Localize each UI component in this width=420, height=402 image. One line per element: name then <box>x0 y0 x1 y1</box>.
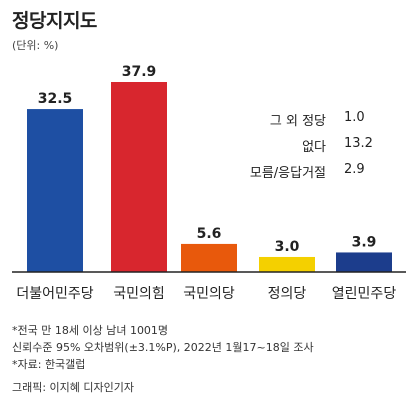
other-response-value: 13.2 <box>344 136 373 151</box>
chart-title: 정당지지도 <box>12 10 97 32</box>
other-response-row: 그 외 정당 1.0 <box>226 110 378 136</box>
graphic-credit: 그래픽: 이지혜 디자인기자 <box>12 381 135 394</box>
bar-value-label: 3.0 <box>275 239 300 255</box>
other-response-label: 모름/응답거절 <box>249 166 326 181</box>
footnote-survey: *전국 만 18세 이상 남녀 1001명 <box>12 324 169 337</box>
category-label: 국민의힘 <box>113 286 165 302</box>
other-response-value: 1.0 <box>344 110 365 125</box>
category-label: 국민의당 <box>183 286 235 302</box>
footnote-source: *자료: 한국갤럽 <box>12 358 86 371</box>
other-response-row: 모름/응답거절 2.9 <box>226 162 378 188</box>
bars-group: 32.5 더불어민주당 37.9 국민의힘 5.6 국민의당 3.0 정의당 3.9 열린민주당 <box>16 64 396 302</box>
other-response-label: 그 외 정당 <box>269 114 326 129</box>
bar-3 <box>181 243 237 272</box>
other-response-value: 2.9 <box>344 162 365 177</box>
bar-4 <box>259 256 315 272</box>
other-responses-table: 그 외 정당 1.0 없다 13.2 모름/응답거절 2.9 <box>226 110 378 188</box>
other-response-row: 없다 13.2 <box>226 136 378 162</box>
unit-label: (단위: %) <box>12 39 59 52</box>
category-label: 정의당 <box>268 286 307 302</box>
bar-1 <box>27 109 83 272</box>
bar-value-label: 3.9 <box>352 234 377 250</box>
bar-2 <box>111 82 167 272</box>
footnote-margin: 신뢰수준 95% 오차범위(±3.1%P), 2022년 1월17~18일 조사 <box>12 341 314 354</box>
bar-value-label: 37.9 <box>122 64 157 80</box>
category-label: 더불어민주당 <box>16 286 93 302</box>
other-response-label: 없다 <box>302 140 326 155</box>
bar-5 <box>336 252 392 272</box>
footnotes: *전국 만 18세 이상 남녀 1001명 신뢰수준 95% 오차범위(±3.1… <box>12 322 314 373</box>
bar-value-label: 32.5 <box>38 91 73 107</box>
category-label: 열린민주당 <box>332 286 397 302</box>
bar-value-label: 5.6 <box>197 226 222 242</box>
